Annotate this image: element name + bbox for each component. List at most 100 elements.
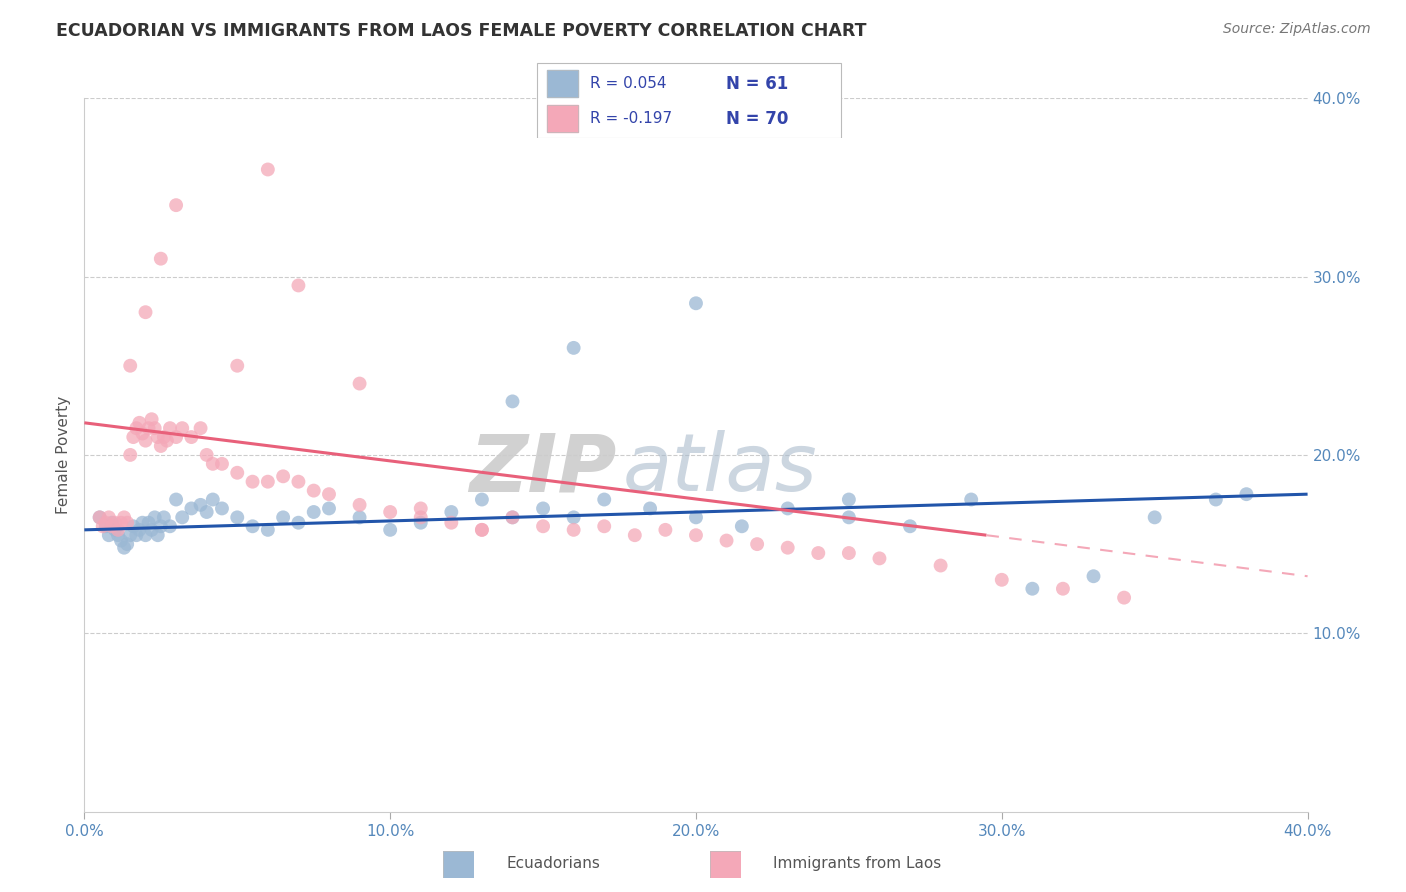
Point: [120, 528, 142, 542]
Point: [380, 523, 402, 537]
Point: [91, 519, 114, 533]
Text: ZIP: ZIP: [470, 430, 616, 508]
Point: [502, 510, 524, 524]
Point: [138, 516, 160, 530]
Point: [562, 510, 585, 524]
Point: [110, 516, 132, 530]
Bar: [547, 105, 578, 132]
Point: [440, 505, 463, 519]
Text: Source: ZipAtlas.com: Source: ZipAtlas.com: [1223, 22, 1371, 37]
Point: [89, 510, 111, 524]
Point: [201, 457, 224, 471]
Point: [190, 421, 212, 435]
Point: [135, 528, 157, 542]
Text: N = 70: N = 70: [725, 110, 789, 128]
Point: [180, 430, 202, 444]
Point: [201, 492, 224, 507]
Point: [122, 519, 145, 533]
FancyBboxPatch shape: [537, 63, 841, 137]
Point: [257, 475, 280, 489]
Point: [159, 519, 181, 533]
Point: [110, 533, 132, 548]
Point: [146, 430, 169, 444]
Point: [531, 501, 554, 516]
Point: [112, 541, 135, 555]
Point: [153, 430, 176, 444]
Point: [471, 523, 494, 537]
Point: [731, 519, 754, 533]
Point: [97, 510, 120, 524]
Point: [138, 421, 160, 435]
Point: [107, 523, 129, 537]
Point: [104, 523, 127, 537]
Point: [349, 510, 371, 524]
Point: [638, 501, 661, 516]
Point: [838, 492, 860, 507]
Point: [101, 519, 124, 533]
Point: [211, 501, 233, 516]
Point: [195, 448, 218, 462]
Point: [115, 516, 138, 530]
Text: R = -0.197: R = -0.197: [591, 111, 672, 126]
Text: Ecuadorians: Ecuadorians: [506, 856, 600, 871]
Point: [654, 523, 676, 537]
Point: [128, 416, 150, 430]
Point: [929, 558, 952, 573]
Text: ECUADORIAN VS IMMIGRANTS FROM LAOS FEMALE POVERTY CORRELATION CHART: ECUADORIAN VS IMMIGRANTS FROM LAOS FEMAL…: [56, 22, 866, 40]
Point: [195, 505, 218, 519]
Point: [146, 528, 169, 542]
Point: [349, 376, 371, 391]
Point: [128, 523, 150, 537]
Point: [716, 533, 738, 548]
Point: [302, 483, 325, 498]
Point: [562, 523, 585, 537]
Point: [242, 475, 264, 489]
Point: [226, 510, 249, 524]
Point: [104, 516, 127, 530]
Point: [159, 421, 181, 435]
Point: [440, 516, 463, 530]
Point: [287, 278, 309, 293]
Point: [271, 510, 294, 524]
Point: [122, 430, 145, 444]
Point: [1021, 582, 1043, 596]
Point: [624, 528, 647, 542]
Point: [838, 510, 860, 524]
Point: [101, 516, 124, 530]
Point: [97, 528, 120, 542]
Point: [898, 519, 921, 533]
Point: [807, 546, 830, 560]
Point: [153, 510, 176, 524]
Point: [562, 341, 585, 355]
Point: [409, 501, 432, 516]
Point: [776, 541, 799, 555]
Point: [502, 394, 524, 409]
Point: [287, 516, 309, 530]
Point: [120, 448, 142, 462]
Point: [172, 510, 194, 524]
Point: [226, 466, 249, 480]
Text: Immigrants from Laos: Immigrants from Laos: [773, 856, 942, 871]
Point: [94, 516, 117, 530]
Point: [747, 537, 769, 551]
Point: [685, 510, 707, 524]
Point: [131, 516, 153, 530]
Point: [143, 510, 166, 524]
Point: [1083, 569, 1105, 583]
Point: [257, 523, 280, 537]
Point: [1114, 591, 1136, 605]
Point: [318, 501, 340, 516]
Point: [409, 510, 432, 524]
Point: [131, 426, 153, 441]
Point: [685, 528, 707, 542]
Point: [94, 519, 117, 533]
Point: [141, 412, 163, 426]
Point: [776, 501, 799, 516]
Point: [1205, 492, 1227, 507]
Point: [165, 198, 187, 212]
Point: [190, 498, 212, 512]
Text: atlas: atlas: [623, 430, 817, 508]
Point: [107, 528, 129, 542]
Point: [380, 505, 402, 519]
Point: [838, 546, 860, 560]
